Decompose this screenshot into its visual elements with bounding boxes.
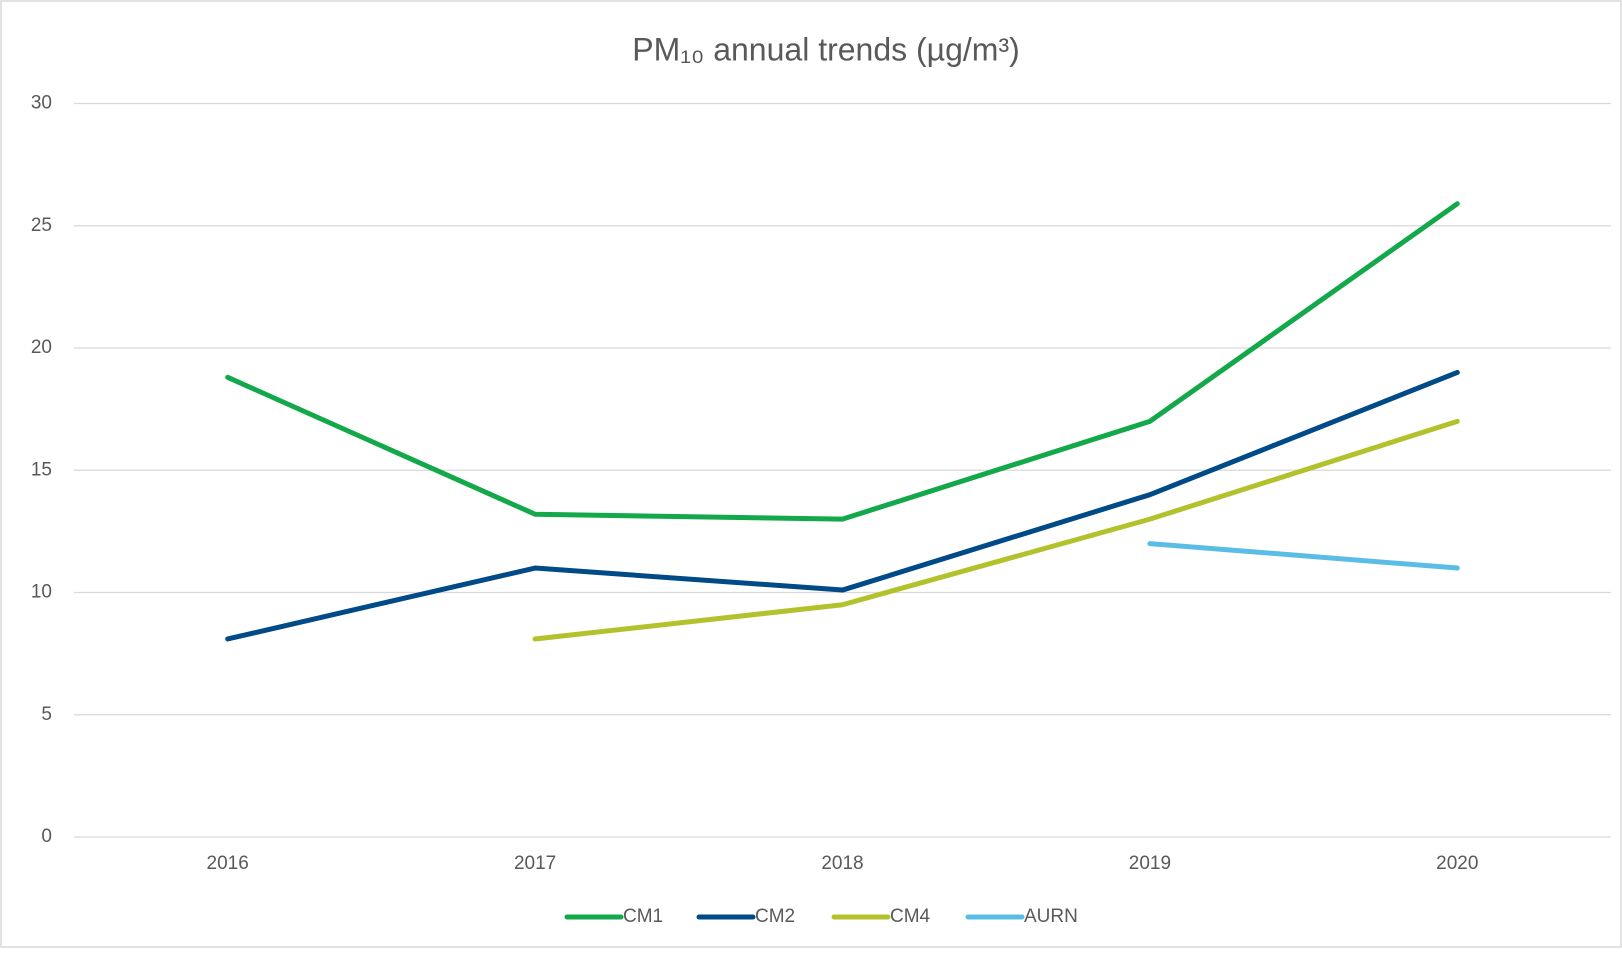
y-tick-label: 5 bbox=[41, 704, 52, 725]
series-line bbox=[1147, 541, 1460, 571]
x-tick-label: 2018 bbox=[821, 853, 863, 874]
series-line bbox=[225, 201, 1460, 522]
y-tick-label: 15 bbox=[31, 459, 52, 480]
legend-label: CM1 bbox=[623, 906, 663, 927]
x-tick-label: 2020 bbox=[1436, 853, 1478, 874]
y-tick-label: 0 bbox=[41, 826, 52, 847]
series-line bbox=[532, 418, 1460, 642]
legend-label: CM2 bbox=[755, 906, 795, 927]
legend-label: AURN bbox=[1024, 906, 1078, 927]
x-tick-label: 2017 bbox=[514, 853, 556, 874]
y-tick-label: 20 bbox=[31, 337, 52, 358]
legend-label: CM4 bbox=[890, 906, 931, 927]
chart-title: PM₁₀ annual trends (µg/m³) bbox=[632, 31, 1020, 67]
y-tick-label: 10 bbox=[31, 582, 52, 603]
y-tick-label: 30 bbox=[31, 93, 52, 114]
series-line bbox=[225, 369, 1460, 642]
x-tick-label: 2019 bbox=[1129, 853, 1171, 874]
y-tick-label: 25 bbox=[31, 215, 52, 236]
x-tick-label: 2016 bbox=[207, 853, 249, 874]
